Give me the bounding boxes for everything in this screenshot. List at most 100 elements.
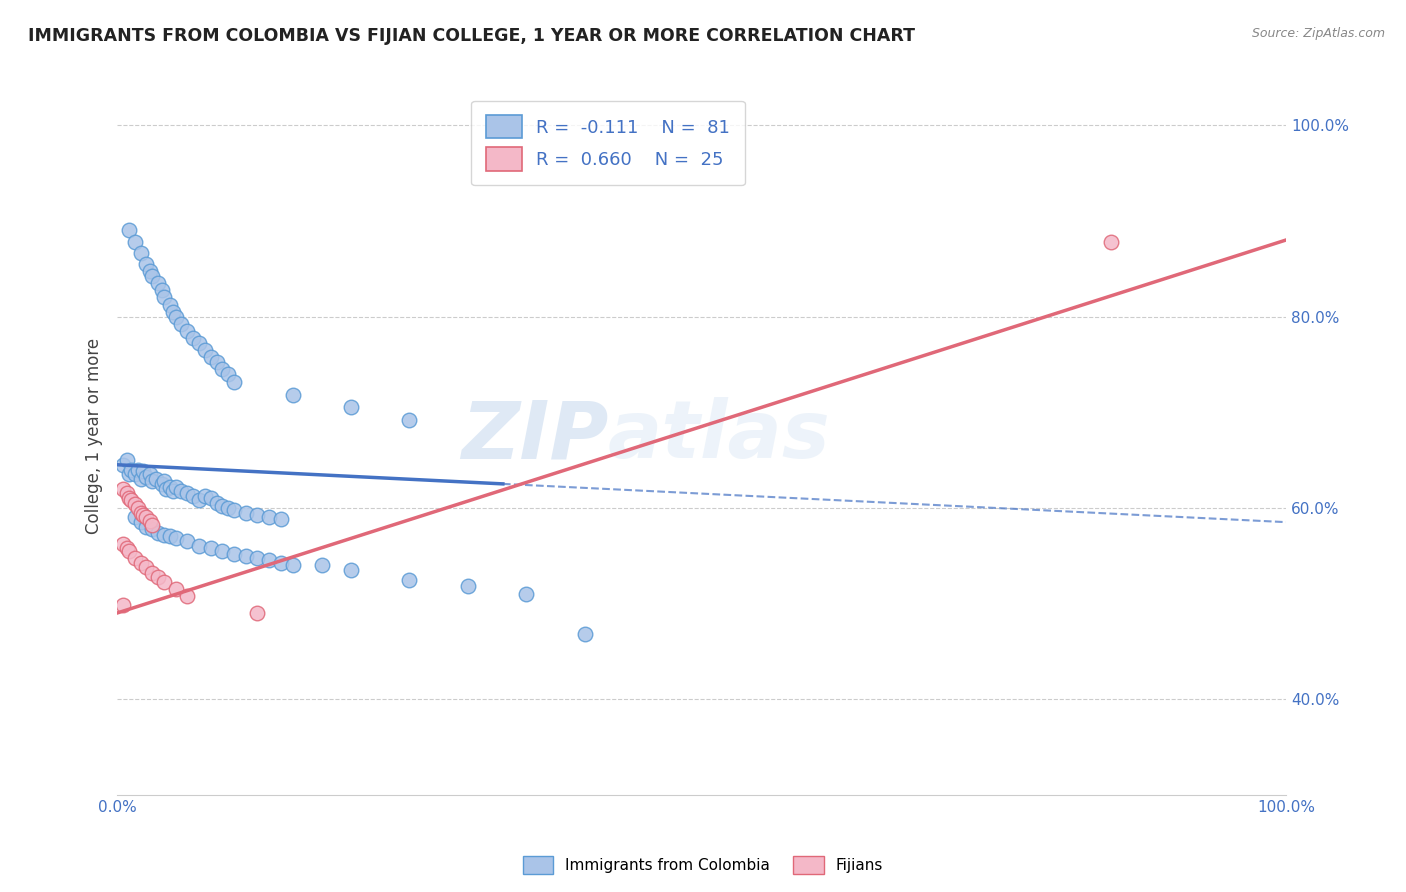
Text: atlas: atlas [607, 397, 831, 475]
Point [398, 413, 420, 427]
Point [188, 539, 211, 553]
Point [257, 510, 280, 524]
Point [112, 537, 135, 551]
Point [200, 541, 222, 555]
Point [194, 489, 217, 503]
Point [141, 518, 163, 533]
Text: IMMIGRANTS FROM COLOMBIA VS FIJIAN COLLEGE, 1 YEAR OR MORE CORRELATION CHART: IMMIGRANTS FROM COLOMBIA VS FIJIAN COLLE… [28, 27, 915, 45]
Point [129, 506, 152, 520]
Point [127, 500, 149, 515]
Point [135, 560, 157, 574]
Point [150, 476, 173, 491]
Point [170, 483, 193, 498]
Point [176, 486, 198, 500]
Point [246, 550, 269, 565]
Point [217, 367, 239, 381]
Point [132, 465, 155, 479]
Point [141, 522, 163, 536]
Point [211, 544, 233, 558]
Point [124, 497, 146, 511]
Point [135, 470, 157, 484]
Point [118, 467, 141, 482]
Point [153, 575, 176, 590]
Point [124, 510, 146, 524]
Point [115, 541, 138, 555]
Point [112, 482, 135, 496]
Point [124, 467, 146, 482]
Point [246, 606, 269, 620]
Point [246, 508, 269, 523]
Point [159, 480, 181, 494]
Point [159, 529, 181, 543]
Text: ZIP: ZIP [461, 397, 607, 475]
Point [162, 304, 184, 318]
Point [398, 573, 420, 587]
Point [176, 324, 198, 338]
Point [1099, 235, 1122, 249]
Point [132, 508, 155, 523]
Point [176, 589, 198, 603]
Point [311, 558, 333, 573]
Point [188, 336, 211, 351]
Point [211, 499, 233, 513]
Point [200, 491, 222, 506]
Point [139, 514, 162, 528]
Point [170, 317, 193, 331]
Point [205, 496, 228, 510]
Point [135, 520, 157, 534]
Point [115, 486, 138, 500]
Point [118, 544, 141, 558]
Point [165, 480, 187, 494]
Point [235, 549, 257, 563]
Point [141, 566, 163, 580]
Point [118, 491, 141, 506]
Point [115, 453, 138, 467]
Point [135, 257, 157, 271]
Point [112, 458, 135, 472]
Point [222, 375, 245, 389]
Point [205, 355, 228, 369]
Point [457, 579, 479, 593]
Point [281, 388, 304, 402]
Point [120, 462, 142, 476]
Point [188, 493, 211, 508]
Point [146, 525, 169, 540]
Point [135, 510, 157, 524]
Point [340, 563, 363, 577]
Point [153, 474, 176, 488]
Point [165, 310, 187, 324]
Point [159, 298, 181, 312]
Point [181, 489, 204, 503]
Text: Source: ZipAtlas.com: Source: ZipAtlas.com [1251, 27, 1385, 40]
Point [222, 502, 245, 516]
Point [155, 482, 177, 496]
Point [146, 569, 169, 583]
Point [574, 627, 596, 641]
Point [165, 582, 187, 596]
Point [129, 246, 152, 260]
Legend: Immigrants from Colombia, Fijians: Immigrants from Colombia, Fijians [516, 850, 890, 880]
Point [515, 587, 537, 601]
Point [139, 467, 162, 482]
Point [281, 558, 304, 573]
Point [162, 483, 184, 498]
Point [141, 269, 163, 284]
Point [181, 330, 204, 344]
Point [124, 550, 146, 565]
Point [153, 290, 176, 304]
Point [211, 362, 233, 376]
Point [150, 283, 173, 297]
Point [270, 512, 292, 526]
Y-axis label: College, 1 year or more: College, 1 year or more [86, 338, 103, 534]
Point [124, 235, 146, 249]
Point [146, 276, 169, 290]
Point [165, 532, 187, 546]
Point [194, 343, 217, 357]
Point [129, 515, 152, 529]
Point [200, 350, 222, 364]
Point [176, 534, 198, 549]
Point [112, 599, 135, 613]
Point [129, 556, 152, 570]
Point [270, 556, 292, 570]
Point [129, 472, 152, 486]
